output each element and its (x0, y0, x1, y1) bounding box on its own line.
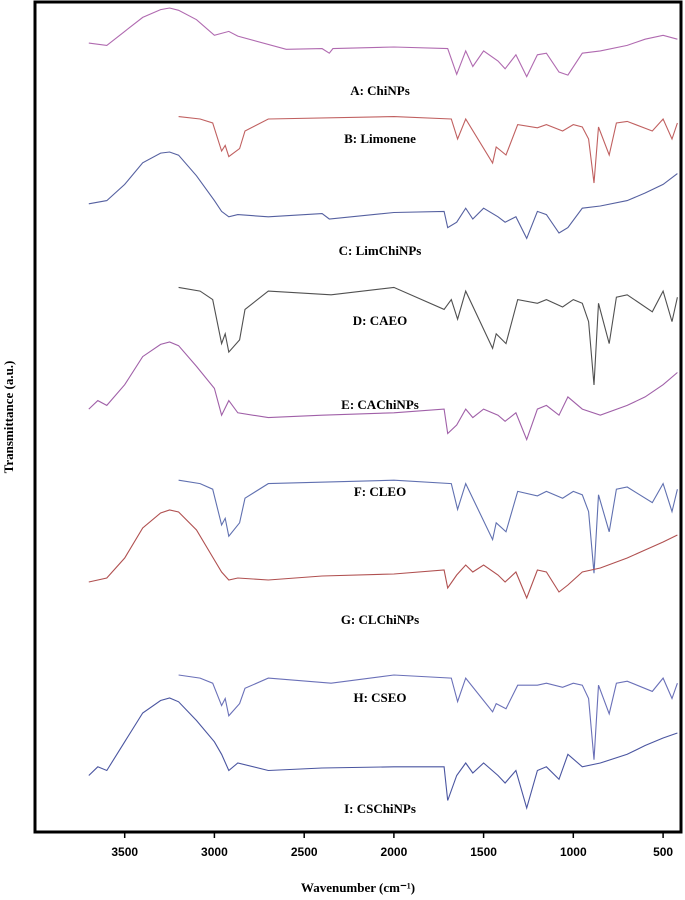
x-tick-label: 2000 (381, 845, 408, 859)
spectrum-label-4: D: CAEO (353, 313, 408, 328)
spectrum-line-3 (88, 151, 678, 240)
spectrum-line-1 (88, 7, 678, 78)
spectrum-label-5: E: CAChiNPs (341, 397, 419, 412)
spectrum-label-7: G: CLChiNPs (341, 612, 419, 627)
spectrum-label-2: B: Limonene (344, 131, 416, 146)
plot-frame (33, 0, 683, 834)
y-axis-title: Transmittance (a.u.) (1, 361, 16, 474)
spectrum-label-6: F: CLEO (354, 484, 406, 499)
x-tick-label: 1500 (470, 845, 497, 859)
spectrum-line-7 (88, 509, 678, 600)
x-axis: 3500 3000 2500 2000 1500 1000 500 (111, 832, 673, 859)
spectrum-label-1: A: ChiNPs (350, 83, 410, 98)
label-layer: A: ChiNPs B: Limonene C: LimChiNPs D: CAEO E… (339, 83, 422, 816)
spectrum-line-5 (88, 341, 678, 442)
x-tick-label: 2500 (291, 845, 318, 859)
spectrum-line-2 (178, 116, 678, 184)
spectrum-line-6 (178, 479, 678, 574)
x-axis-title: Wavenumber (cm⁻¹) (301, 880, 415, 895)
spectrum-line-9 (88, 697, 678, 810)
spectrum-label-9: I: CSChiNPs (344, 801, 416, 816)
spectra-layer (88, 7, 678, 810)
spectrum-label-8: H: CSEO (353, 690, 406, 705)
spectrum-line-4 (178, 286, 678, 386)
x-tick-label: 500 (653, 845, 673, 859)
x-tick-label: 3000 (201, 845, 228, 859)
spectrum-label-3: C: LimChiNPs (339, 243, 422, 258)
x-tick-label: 1000 (560, 845, 587, 859)
x-tick-label: 3500 (111, 845, 138, 859)
spectrum-line-8 (178, 674, 678, 760)
